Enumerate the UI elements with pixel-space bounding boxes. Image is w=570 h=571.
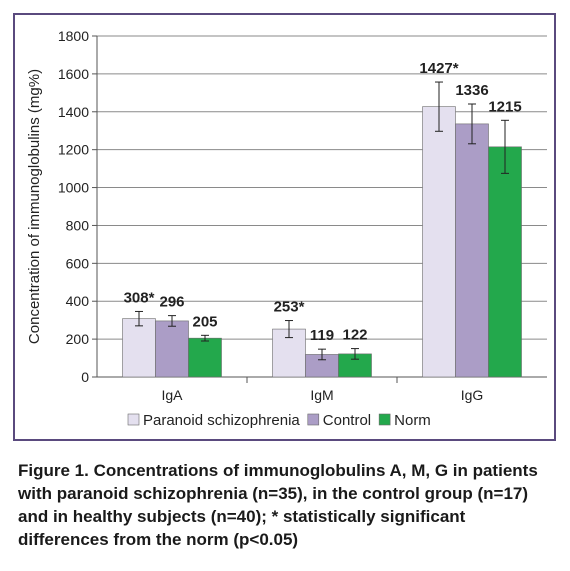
y-tick-label: 1400 — [58, 104, 89, 120]
x-category-label: IgA — [161, 387, 183, 403]
legend: Paranoid schizophrenia Control Norm — [127, 412, 431, 429]
y-tick-label: 1800 — [58, 28, 89, 44]
data-label: 1215 — [488, 98, 521, 115]
legend-label: Control — [323, 412, 371, 429]
legend-swatch — [307, 413, 320, 426]
y-tick-label: 1000 — [58, 180, 89, 196]
bar — [455, 123, 489, 378]
x-category-label: IgG — [461, 387, 484, 403]
bar — [422, 106, 456, 378]
legend-label: Norm — [394, 412, 431, 429]
data-label: 308* — [124, 289, 155, 306]
bar-chart: 0 200 400 600 800 1000 1200 1400 1600 1800 IgA IgM I… — [26, 28, 547, 429]
grid-layer — [97, 35, 547, 340]
data-label: 296 — [159, 294, 184, 311]
y-tick-label: 200 — [66, 331, 90, 347]
data-label: 1427* — [419, 60, 458, 77]
data-label: 205 — [192, 313, 217, 330]
y-tick-label: 600 — [66, 255, 90, 271]
chart-frame: 0 200 400 600 800 1000 1200 1400 1600 1800 IgA IgM I… — [13, 13, 556, 441]
bar — [188, 337, 222, 378]
y-tick-label: 0 — [81, 369, 89, 385]
bar — [155, 320, 189, 378]
x-category-label: IgM — [310, 387, 333, 403]
figure-caption: Figure 1. Concentrations of immunoglobul… — [18, 461, 538, 549]
legend-label: Paranoid schizophrenia — [143, 412, 300, 429]
data-label: 119 — [310, 327, 334, 344]
y-tick-label: 800 — [66, 217, 90, 233]
bar — [122, 318, 156, 378]
y-tick-label: 1600 — [58, 66, 89, 82]
data-label: 253* — [274, 299, 305, 316]
data-label: 122 — [342, 327, 367, 344]
y-tick-label: 400 — [66, 293, 90, 309]
bar-layer — [122, 81, 522, 378]
y-axis-title: Concentration of immunoglobulins (mg%) — [26, 69, 43, 344]
data-label: 1336 — [455, 82, 488, 99]
bar — [488, 146, 522, 378]
legend-swatch — [127, 413, 140, 426]
legend-swatch — [378, 413, 391, 426]
y-tick-label: 1200 — [58, 142, 89, 158]
